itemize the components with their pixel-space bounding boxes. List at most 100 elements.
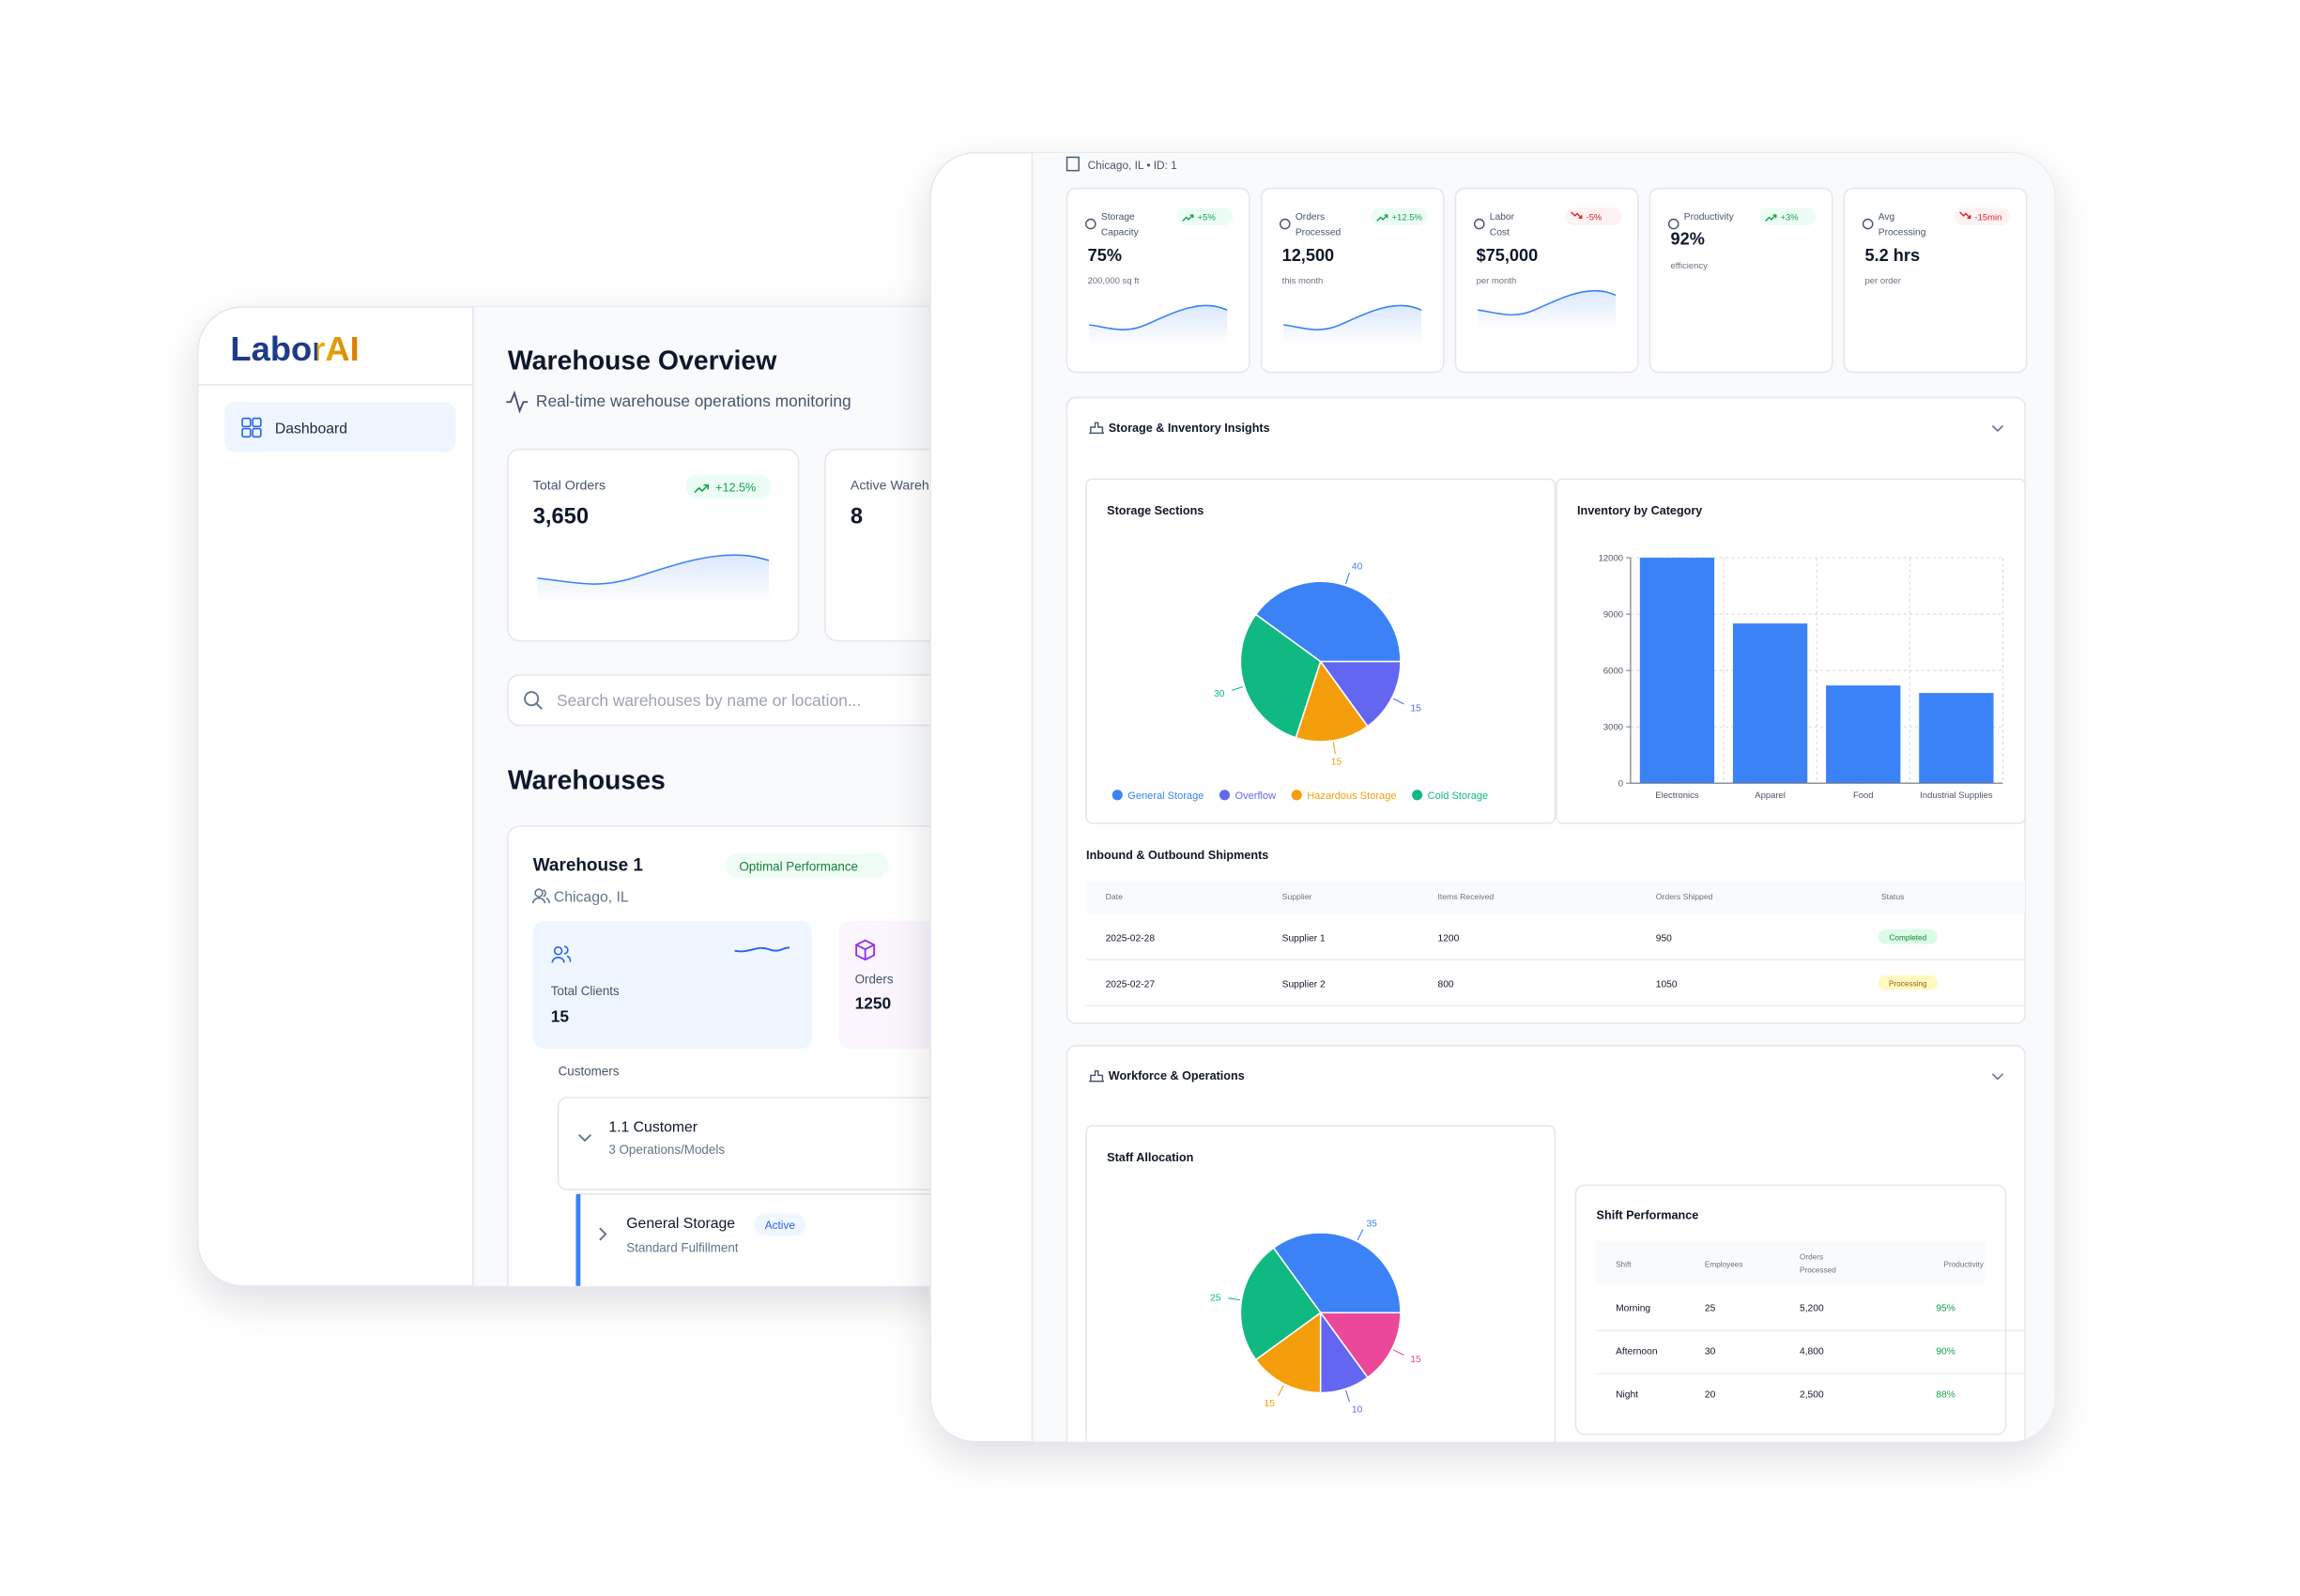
change-text: +12.5% <box>1392 213 1423 223</box>
slice-label: 25 <box>1210 1293 1221 1303</box>
clients-box <box>532 921 812 1050</box>
kpi-icon <box>1473 218 1485 230</box>
table-cell: Afternoon <box>1616 1346 1658 1357</box>
chevron-down[interactable] <box>1991 1073 2004 1081</box>
sparkline-area <box>1283 305 1422 346</box>
table-cell: 2025-02-28 <box>1106 933 1156 944</box>
search-icon-handle <box>536 703 543 710</box>
legend-label: Overflow <box>1235 790 1277 802</box>
bar <box>1826 685 1901 784</box>
label-leader <box>1345 572 1350 585</box>
bar <box>1732 623 1808 784</box>
chevron-down[interactable] <box>578 1133 592 1143</box>
operation-sub: Standard Fulfillment <box>626 1240 738 1254</box>
bar <box>1639 558 1715 784</box>
change-text: -15min <box>1974 213 2001 223</box>
table-header <box>1086 881 2026 914</box>
table-header-cell: Status <box>1881 892 1905 901</box>
users-icon <box>534 888 544 898</box>
change-text: +12.5% <box>715 482 756 495</box>
orders-label: Orders <box>855 972 894 986</box>
slice-label: 40 <box>1352 561 1363 572</box>
kpi-value: 92% <box>1671 230 1705 249</box>
customer-sub: 3 Operations/Models <box>608 1143 725 1157</box>
kpi-card <box>1648 187 1833 374</box>
page-title: Warehouse Overview <box>508 345 777 376</box>
nav-item[interactable] <box>224 402 456 453</box>
status-text: Processing <box>1889 979 1927 988</box>
kpi-label: Storage Capacity <box>1101 212 1140 238</box>
pie-slice <box>1239 613 1322 739</box>
stat-value: 3,650 <box>533 505 589 529</box>
customer-name: 1.1 Customer <box>608 1119 698 1135</box>
kpi-value: 75% <box>1088 246 1122 265</box>
trend-icon <box>1182 214 1194 222</box>
sparkline-area <box>537 555 769 604</box>
pie-slice <box>1254 1311 1322 1394</box>
kpi-note: 200,000 sq ft <box>1088 276 1140 286</box>
sparkline <box>1089 304 1228 330</box>
table-cell: 20 <box>1705 1389 1716 1400</box>
kpi-icon <box>1085 218 1096 230</box>
change-badge <box>685 474 773 499</box>
kpi-value: 12,500 <box>1282 246 1335 265</box>
pie-slice <box>1254 580 1402 663</box>
table-header-cell: Shift <box>1616 1260 1632 1268</box>
sparkline <box>1478 289 1617 316</box>
sparkline-area <box>1089 305 1228 346</box>
table-cell: 1050 <box>1656 979 1678 990</box>
mini-trend <box>734 946 790 953</box>
table-header-cell: Orders Shipped <box>1656 892 1713 901</box>
change-text: +5% <box>1198 213 1217 223</box>
table-title: Inbound & Outbound Shipments <box>1086 849 1268 862</box>
active-badge <box>754 1213 806 1236</box>
kpi-label: Orders Processed <box>1296 212 1342 238</box>
chevron-right[interactable] <box>599 1227 607 1241</box>
sparkline <box>1283 304 1422 330</box>
table-cell: 1200 <box>1438 933 1460 944</box>
table-cell: 88% <box>1936 1389 1955 1400</box>
front-content: Chicago, IL • ID: 1 Storage Capacity +5% 75… <box>1031 152 2055 1442</box>
slice-label: 15 <box>1331 758 1342 768</box>
label-leader <box>1357 1229 1364 1241</box>
kpi-note: per order <box>1865 276 1901 286</box>
section-title: Workforce & Operations <box>1109 1069 1245 1082</box>
label-leader <box>1231 685 1244 691</box>
clients-icon <box>551 945 572 963</box>
change-text: -5% <box>1586 213 1602 223</box>
status-text: Completed <box>1890 933 1927 942</box>
chevron-down[interactable] <box>1991 424 2004 433</box>
kpi-note: this month <box>1282 276 1324 286</box>
legend-dot <box>1291 790 1302 801</box>
table-cell: 2,500 <box>1800 1389 1824 1400</box>
chart-title: Storage Sections <box>1107 504 1204 517</box>
label-leader <box>1332 742 1336 755</box>
bar <box>1919 693 1994 784</box>
kpi-label: Productivity <box>1684 212 1735 223</box>
table-cell: 950 <box>1656 933 1672 944</box>
change-badge <box>1176 207 1234 226</box>
x-tick-label: Electronics <box>1655 790 1699 801</box>
slice-label: 35 <box>1366 1219 1377 1229</box>
pie-slice <box>1239 1247 1322 1361</box>
warehouse-location: Chicago, IL <box>554 890 629 906</box>
table-cell: 25 <box>1705 1304 1716 1314</box>
table-cell: Morning <box>1616 1304 1650 1314</box>
table-cell: 2025-02-27 <box>1106 979 1156 990</box>
clients-label: Total Clients <box>551 984 620 998</box>
pie-slice <box>1319 660 1402 728</box>
label-leader <box>1392 1349 1404 1356</box>
table-cell: 30 <box>1705 1346 1716 1357</box>
slice-label: 30 <box>1214 689 1225 699</box>
section-icon <box>1089 1069 1105 1082</box>
table-cell: 800 <box>1438 979 1454 990</box>
nav-icon <box>241 427 252 438</box>
kpi-value: 5.2 hrs <box>1865 246 1921 265</box>
page-subtitle: Real-time warehouse operations monitorin… <box>536 391 851 410</box>
table-cell: 90% <box>1936 1346 1955 1357</box>
label-leader <box>1345 1389 1350 1403</box>
chart-title: Inventory by Category <box>1577 504 1702 517</box>
change-text: +3% <box>1780 213 1799 223</box>
kpi-label: Avg Processing <box>1878 212 1926 238</box>
